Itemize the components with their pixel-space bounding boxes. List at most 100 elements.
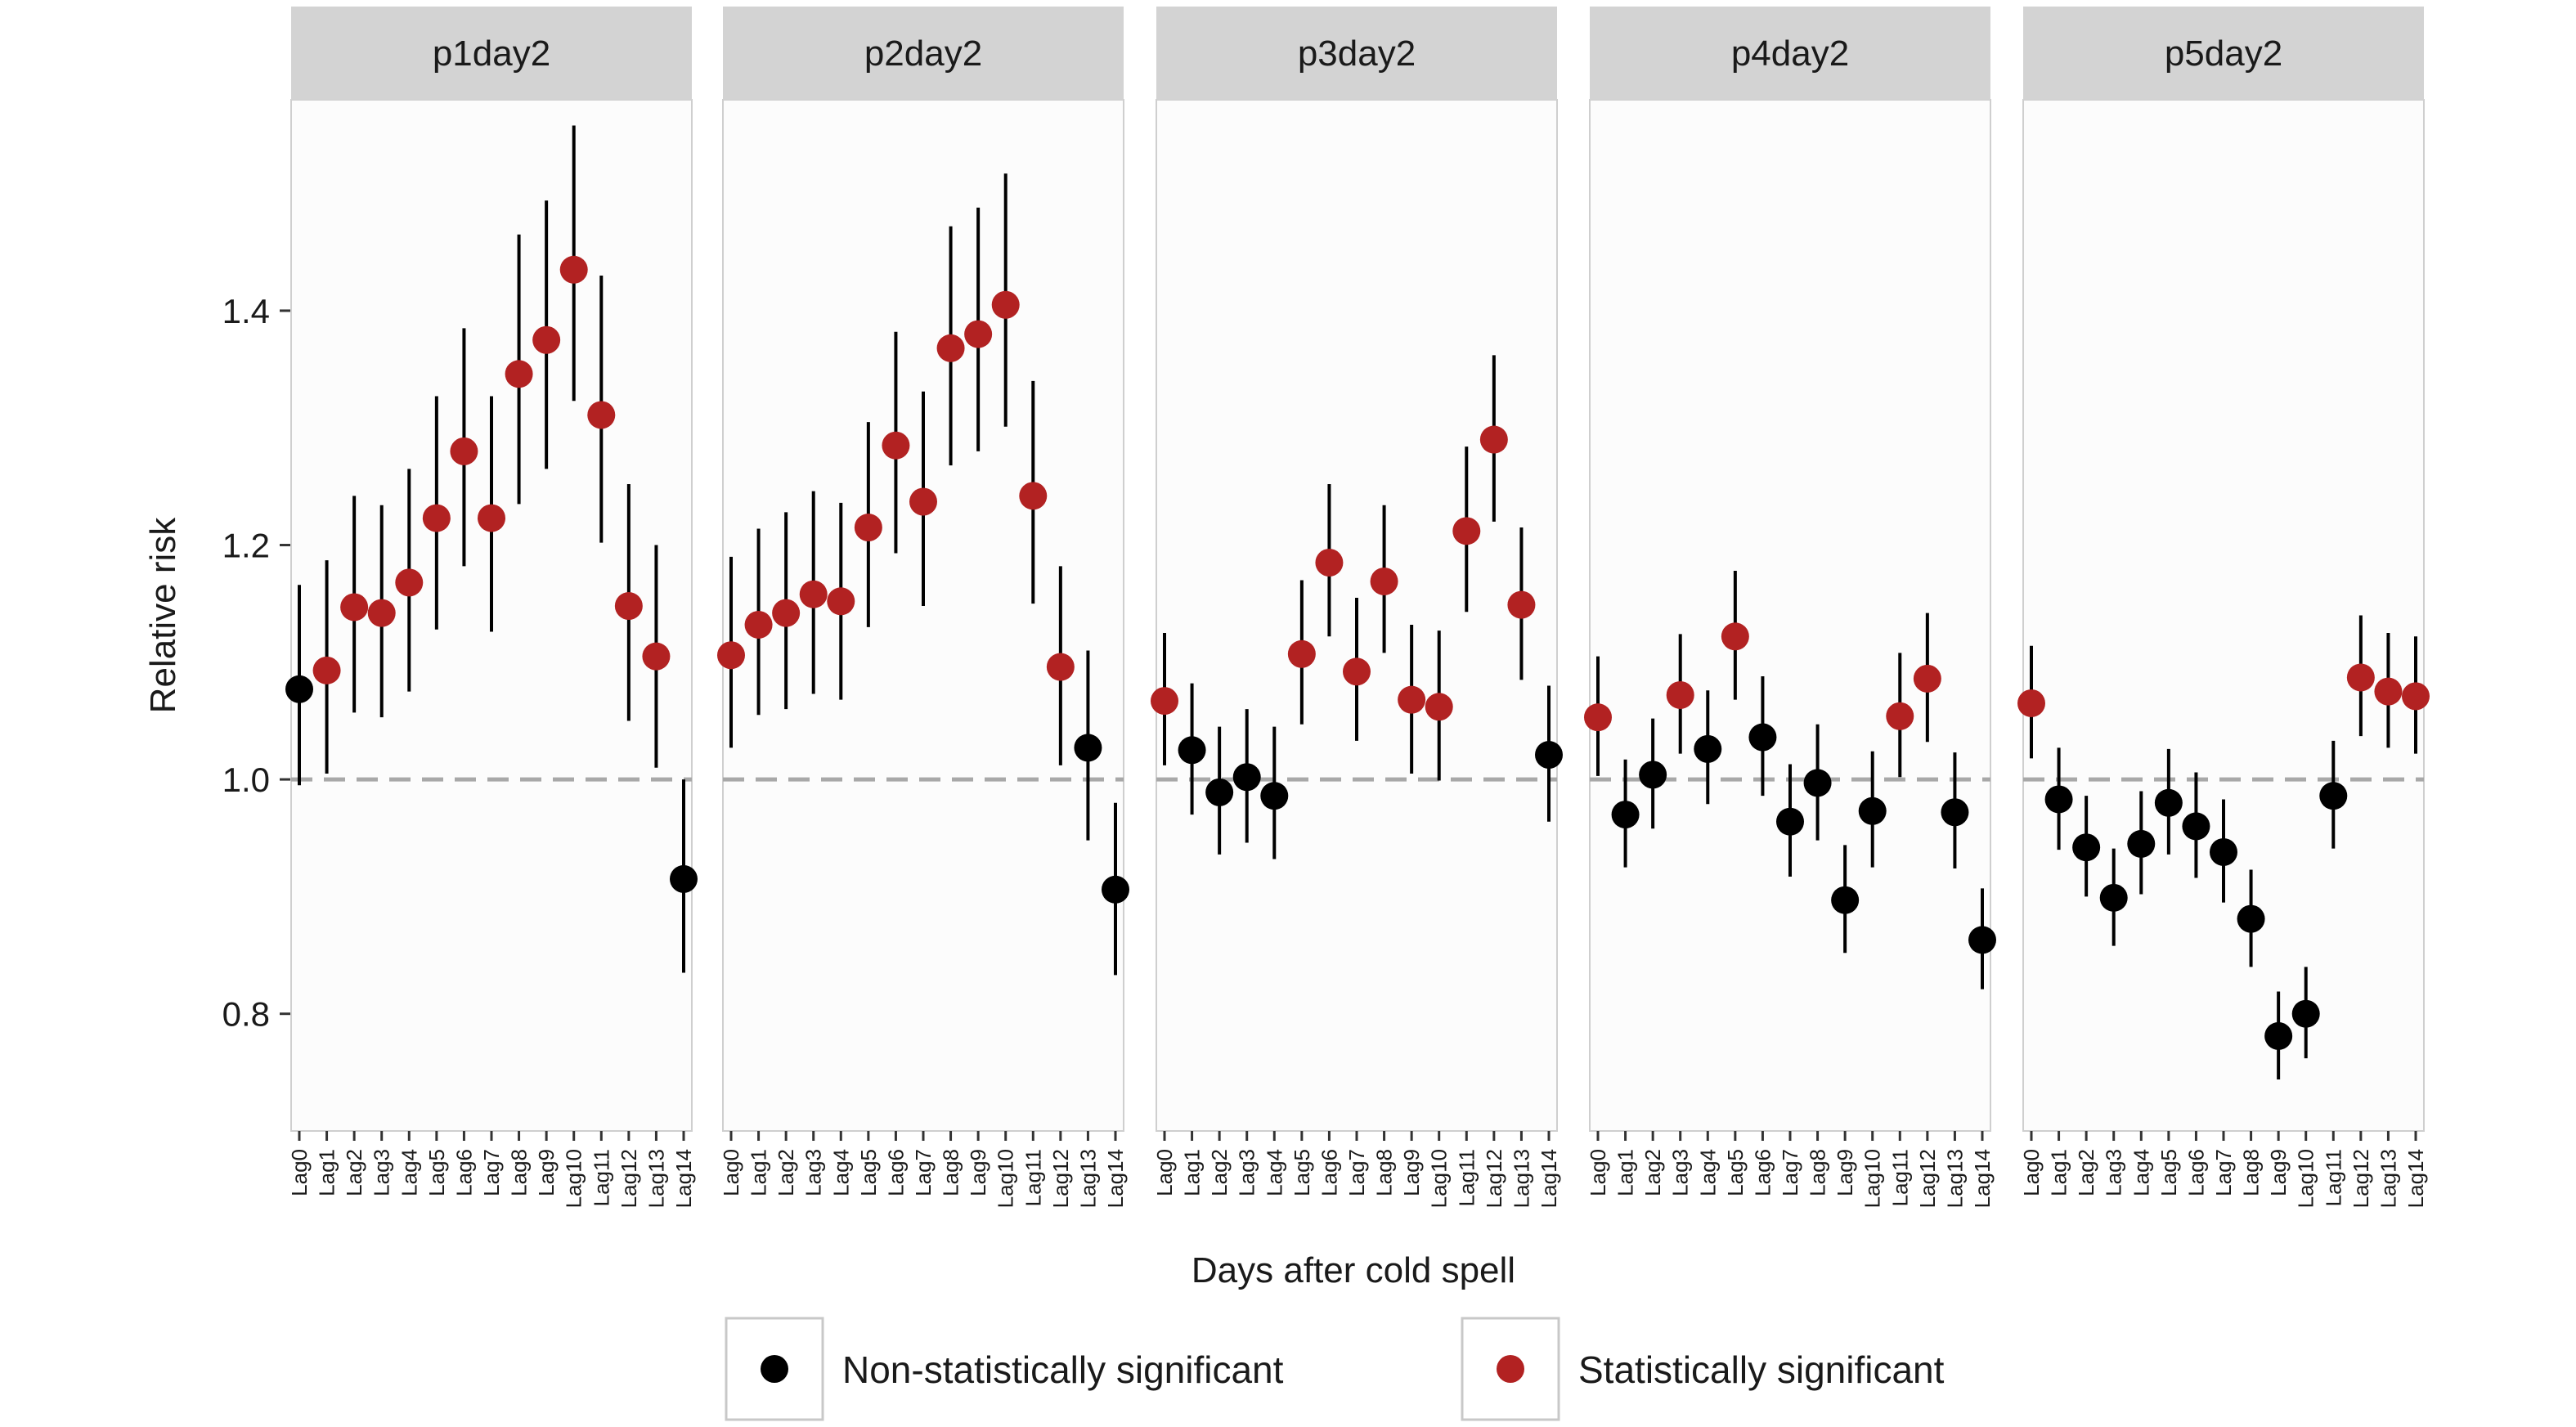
data-point [799,580,828,608]
x-tick-label: Lag0 [2019,1149,2044,1196]
x-tick-label: Lag10 [562,1149,586,1208]
data-point [2291,999,2320,1028]
x-tick-label: Lag3 [801,1149,826,1196]
data-point [642,642,671,671]
x-tick-label: Lag14 [1103,1149,1128,1208]
x-tick-label: Lag2 [342,1149,366,1196]
x-tick-label: Lag14 [2403,1149,2428,1208]
data-point [1343,657,1371,686]
data-point [1858,797,1887,825]
data-point [1639,761,1667,789]
data-point [2374,677,2403,706]
x-tick-label: Lag11 [1021,1149,1045,1206]
x-tick-label: Lag12 [1482,1149,1506,1208]
data-point [1776,807,1804,836]
x-tick-label: Lag0 [719,1149,743,1196]
x-tick-label: Lag13 [1509,1149,1533,1208]
data-point [2264,1021,2293,1050]
data-point [422,504,451,532]
x-tick-label: Lag10 [1427,1149,1452,1208]
data-point [2319,782,2348,810]
data-point [1370,567,1398,595]
data-point [2127,829,2156,858]
y-tick-label: 1.0 [222,761,270,799]
x-tick-label: Lag6 [2183,1149,2208,1196]
data-point [1232,763,1261,792]
x-tick-label: Lag3 [370,1149,394,1196]
data-point [1748,723,1777,752]
data-point [1260,782,1289,810]
x-tick-label: Lag9 [1399,1149,1424,1196]
x-tick-label: Lag9 [966,1149,990,1196]
data-point [964,320,993,348]
legend-dot [1497,1355,1524,1383]
data-point [1803,769,1832,797]
x-tick-label: Lag2 [1640,1149,1665,1196]
x-tick-label: Lag8 [939,1149,963,1196]
data-point [1287,639,1316,668]
x-tick-label: Lag14 [1970,1149,1995,1208]
x-tick-label: Lag7 [1778,1149,1802,1196]
data-point [1721,622,1749,651]
data-point [882,431,910,460]
panel-background [2022,99,2425,1132]
data-point [1535,741,1563,770]
data-point [2237,904,2265,933]
data-point [1941,798,1969,827]
x-tick-label: Lag11 [1454,1149,1479,1206]
data-point [991,290,1020,319]
data-point [285,675,313,703]
x-tick-label: Lag4 [1695,1149,1720,1196]
x-tick-label: Lag10 [1860,1149,1885,1208]
data-point [1046,653,1075,681]
x-tick-label: Lag0 [287,1149,312,1196]
x-tick-label: Lag9 [1833,1149,1857,1196]
x-tick-label: Lag8 [507,1149,532,1196]
x-tick-label: Lag0 [1152,1149,1177,1196]
data-point [1398,685,1426,714]
x-tick-label: Lag6 [883,1149,908,1196]
x-tick-label: Lag8 [1372,1149,1397,1196]
x-tick-label: Lag1 [2047,1149,2071,1196]
x-tick-label: Lag2 [2074,1149,2098,1196]
data-point [1968,926,1996,954]
x-tick-label: Lag2 [1207,1149,1232,1196]
data-point [1584,703,1612,732]
legend-key-box [1461,1317,1560,1421]
data-point [312,656,341,684]
x-tick-label: Lag14 [671,1149,696,1208]
data-point [854,514,882,542]
x-tick-label: Lag6 [1317,1149,1341,1196]
data-point [1425,693,1453,721]
data-point [909,487,937,516]
data-point [2154,788,2183,817]
x-tick-label: Lag1 [747,1149,771,1196]
y-axis-title: Relative risk [143,517,183,714]
facet-strip [291,7,692,100]
legend-label: Statistically significant [1578,1348,1945,1391]
data-point [1831,886,1860,914]
x-tick-label: Lag1 [315,1149,339,1196]
data-point [505,360,533,388]
data-point [670,864,698,893]
data-point [772,599,801,627]
data-point [1666,680,1694,709]
x-tick-label: Lag4 [828,1149,853,1196]
x-tick-label: Lag3 [2102,1149,2126,1196]
x-tick-label: Lag13 [2376,1149,2400,1208]
data-point [614,592,643,621]
x-tick-label: Lag6 [1750,1149,1775,1196]
data-point [2182,812,2210,841]
data-point [2072,833,2101,862]
x-tick-label: Lag7 [1344,1149,1369,1196]
x-tick-label: Lag11 [2321,1149,2345,1206]
x-tick-label: Lag12 [1048,1149,1073,1208]
legend-label: Non-statistically significant [842,1348,1284,1391]
data-point [1452,517,1481,545]
x-tick-label: Lag1 [1613,1149,1638,1196]
data-point [1694,734,1722,763]
data-point [1205,778,1234,806]
x-tick-label: Lag5 [856,1149,881,1196]
facet-title: p4day2 [1731,34,1849,74]
x-tick-label: Lag3 [1668,1149,1693,1196]
